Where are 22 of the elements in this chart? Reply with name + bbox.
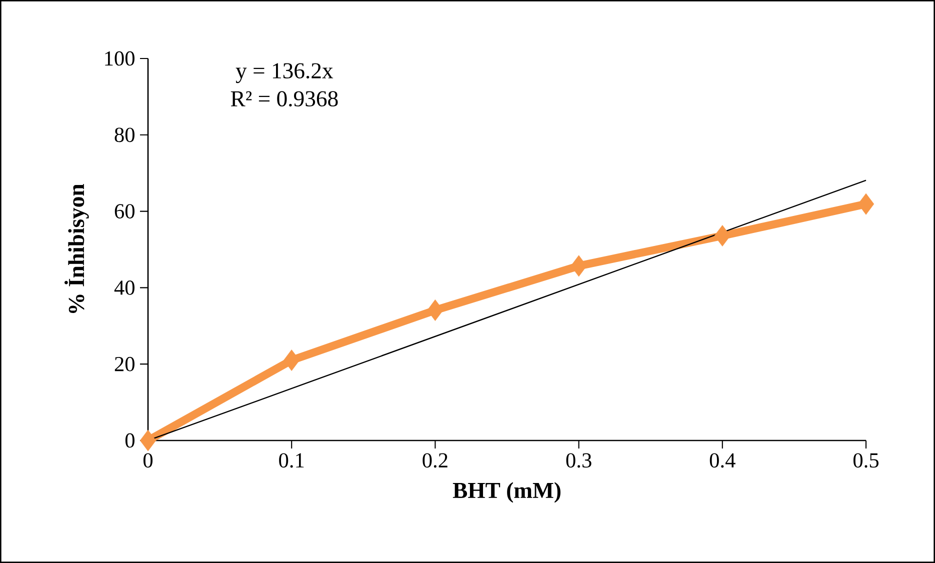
annotation: R² = 0.9368 <box>230 91 338 107</box>
y-tick-label: 40 <box>114 280 134 295</box>
point <box>858 193 874 215</box>
x-tick-label: 0 <box>143 453 153 468</box>
x-tick-label: 0.4 <box>710 453 736 468</box>
y-tick-label: 0 <box>125 433 134 448</box>
x-axis-title: BHT (mM) <box>452 482 560 503</box>
y-tick-label: 60 <box>114 204 134 218</box>
point <box>714 224 730 246</box>
x-tick-label: 0.3 <box>566 453 592 468</box>
point <box>427 299 444 321</box>
x-tick-label: 0.5 <box>853 453 878 468</box>
x-tick-label: 0.1 <box>279 453 304 468</box>
point <box>140 430 156 452</box>
x-tick-label: 0.2 <box>422 453 448 468</box>
y-axis-title: % İnhibisyon <box>64 184 89 313</box>
point <box>284 350 300 372</box>
y-tick-label: 20 <box>114 356 134 372</box>
y-tick-label: 80 <box>114 128 134 142</box>
y-tick-label: 100 <box>105 51 134 66</box>
annotation: y = 136.2x <box>236 63 334 84</box>
point <box>570 255 587 277</box>
